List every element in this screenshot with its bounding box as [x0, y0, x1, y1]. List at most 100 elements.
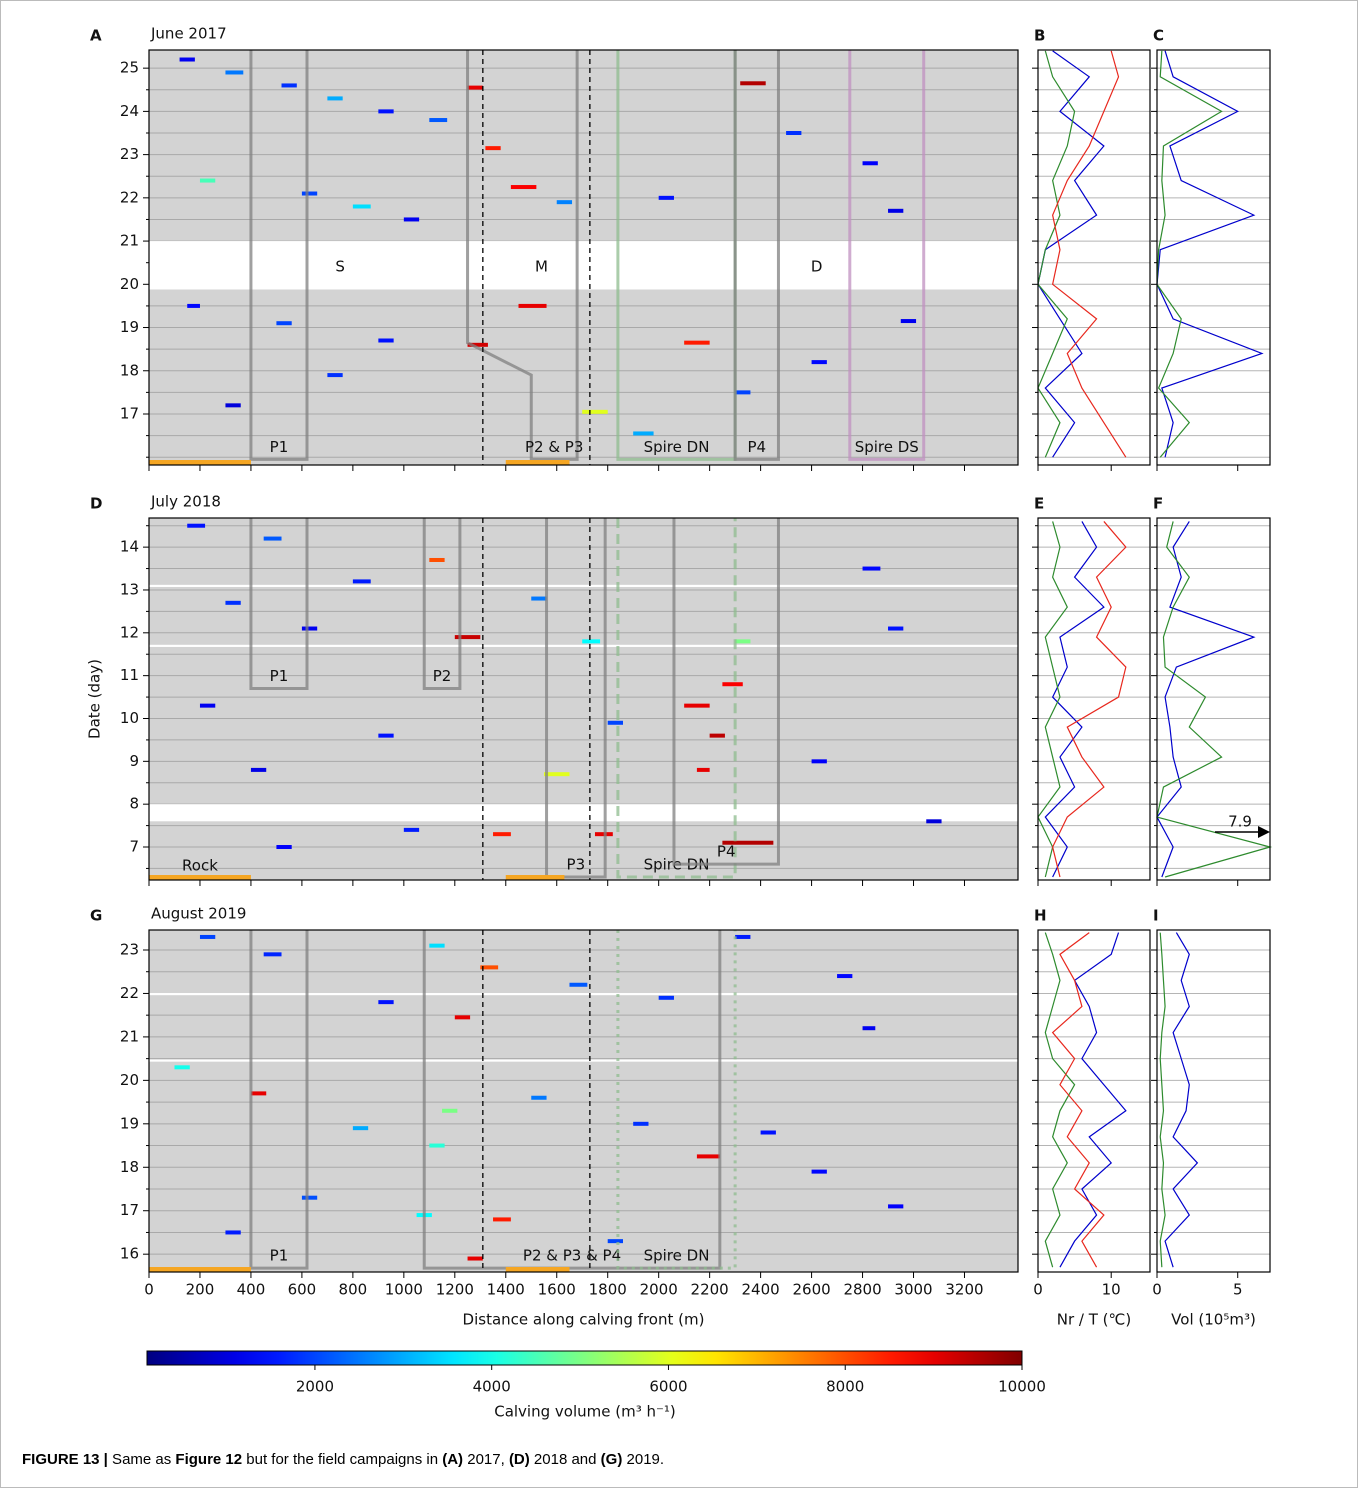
calving-event	[696, 767, 710, 772]
series-line	[1051, 932, 1105, 1268]
calving-event	[327, 373, 343, 378]
zone-label: Spire DS	[855, 438, 919, 456]
y-tick-label: 13	[120, 580, 139, 598]
panel: F 7.9	[1151, 495, 1273, 886]
caption: FIGURE 13 | Same as Figure 12 but for th…	[22, 1451, 664, 1468]
x-tick-label: 200	[186, 1281, 215, 1299]
zone-box	[422, 518, 462, 691]
calving-event	[187, 523, 206, 528]
calving-event	[187, 303, 200, 308]
calving-event	[301, 626, 318, 631]
calving-event	[862, 161, 878, 166]
calving-event	[786, 131, 802, 135]
calving-event	[531, 596, 547, 601]
calving-event	[556, 200, 573, 205]
colorbar-label: Calving volume (m³ h⁻¹)	[494, 1403, 676, 1421]
calving-event	[352, 1126, 369, 1131]
y-tick-label: 12	[120, 623, 139, 641]
data-gap	[149, 1059, 1018, 1062]
zone-box	[733, 50, 780, 461]
calving-event	[174, 1065, 190, 1070]
calving-event	[429, 943, 445, 948]
calving-event	[888, 1204, 904, 1209]
plot-frame	[1156, 929, 1271, 1273]
y-tick-label: 22	[120, 984, 139, 1002]
calving-event	[696, 1154, 720, 1159]
zone-box	[249, 518, 309, 691]
panel: E	[1032, 495, 1151, 886]
rock-segment	[149, 875, 251, 880]
calving-event	[582, 639, 601, 644]
colorbar-tick-label: 2000	[296, 1378, 334, 1396]
panel-letter: C	[1153, 27, 1164, 45]
zone-box	[616, 930, 737, 1270]
calving-event	[531, 1095, 547, 1100]
calving-event	[926, 819, 942, 824]
zone-label: P2 & P3 & P4	[523, 1247, 621, 1265]
y-tick-label: 19	[120, 1114, 139, 1132]
caption-part: FIGURE 13 |	[22, 1451, 108, 1468]
region-label: M	[535, 258, 548, 276]
y-tick-label: 21	[120, 1027, 139, 1045]
colorbar-tick-label: 6000	[649, 1378, 687, 1396]
calving-event	[250, 1091, 267, 1096]
calving-event	[352, 579, 371, 584]
caption-part: (A)	[442, 1451, 464, 1468]
x-tick-label: 0	[1152, 1281, 1162, 1299]
y-axis-label: Date (day)	[86, 659, 104, 739]
calving-event	[199, 703, 216, 708]
calving-event	[811, 759, 827, 764]
caption-part: 2018 and	[529, 1451, 601, 1468]
y-tick-label: 18	[120, 361, 139, 379]
calving-event	[454, 1015, 471, 1020]
calving-event	[225, 70, 244, 75]
zone-label: P1	[270, 438, 289, 456]
panel-letter: A	[90, 27, 102, 45]
data-gap	[149, 584, 1018, 587]
y-tick-label: 14	[120, 538, 139, 556]
plot-frame	[1037, 517, 1151, 881]
x-tick-label: 5	[1233, 1281, 1243, 1299]
rock-segment	[505, 875, 565, 880]
zone-box	[249, 930, 309, 1270]
plot-frame	[1037, 49, 1151, 466]
calving-event	[811, 1169, 827, 1174]
zone-label: Spire DN	[644, 1247, 710, 1265]
x-tick-label: 10	[1102, 1281, 1121, 1299]
colorbar-tick-label: 10000	[998, 1378, 1046, 1396]
calving-event	[722, 682, 743, 687]
plot-frame	[148, 49, 1019, 466]
zone-box	[249, 50, 309, 461]
calving-event	[837, 974, 853, 979]
y-tick-label: 17	[120, 1201, 139, 1219]
panel: H 0 10 Nr / T (℃)	[1032, 907, 1151, 1329]
calving-event	[378, 338, 394, 343]
calving-event	[493, 1217, 511, 1222]
calving-event	[544, 772, 570, 777]
caption-part: Figure 12	[175, 1451, 243, 1468]
calving-event	[429, 118, 448, 123]
calving-event	[467, 1256, 483, 1261]
caption-part: (D)	[508, 1451, 530, 1468]
x-tick-label: 1600	[538, 1281, 576, 1299]
zone-label: P3	[567, 856, 586, 874]
zone-box	[422, 930, 722, 1270]
data-gap	[149, 241, 1018, 290]
caption-part: but for the field campaigns in	[242, 1451, 443, 1468]
plot-background	[1157, 930, 1270, 1272]
plot-background	[1038, 50, 1150, 465]
panel-letter: E	[1034, 495, 1044, 513]
calving-event	[735, 639, 751, 644]
x-tick-label: 0	[144, 1281, 154, 1299]
zone-label: P2	[433, 667, 452, 685]
x-axis-label: Distance along calving front (m)	[463, 1311, 705, 1329]
calving-event	[888, 626, 904, 631]
calving-event	[760, 1130, 776, 1135]
calving-event	[740, 81, 766, 86]
panel-letter: D	[90, 495, 102, 513]
annotation-label: 7.9	[1228, 813, 1252, 831]
y-tick-label: 9	[129, 752, 139, 770]
calving-event	[179, 57, 195, 62]
calving-event	[633, 1121, 649, 1126]
series-line	[1156, 50, 1264, 458]
